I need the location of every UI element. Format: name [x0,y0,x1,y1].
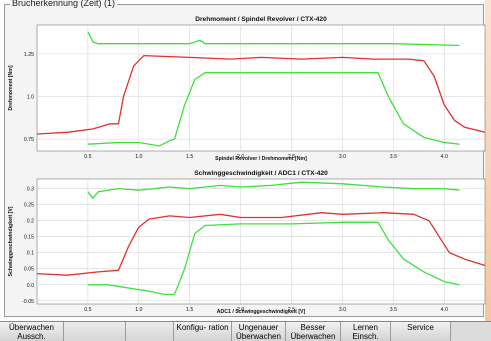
charts-area: Drehmoment / Spindel Revolver / CTX-420 0… [8,16,486,315]
x-tick-label: 2.0 [237,307,244,313]
x-tick-label: 0.5 [84,307,91,313]
x-tick-label: 2.5 [288,307,295,313]
x-tick-label: 4.0 [441,307,448,313]
y-tick-label: 0.0 [27,283,34,289]
tb-empty-2-button[interactable] [126,322,174,341]
series-line-red-1 [36,212,486,276]
x-tick-label: 1.0 [135,154,142,160]
y-tick-label: 0.05 [24,267,34,273]
tb-besser-ueberwachen-button[interactable]: Besser Überwachen [286,322,341,341]
x-tick-label: 2.5 [288,154,295,160]
x-tick-label: 0.5 [84,154,91,160]
series-line-red-1 [36,54,486,135]
series-line-green-3 [87,221,460,296]
tb-empty-1-button[interactable] [64,322,126,341]
chart-title: Schwinggeschwindigkeit / ADC1 / CTX-420 [194,170,328,177]
right-accent-bar [485,0,491,341]
series-line-green-2 [87,181,460,199]
y-tick-label: 0.25 [24,203,34,209]
tb-lernen-einsch-button[interactable]: Lernen Einsch. [341,322,391,341]
x-tick-label: 4.0 [441,154,448,160]
y-tick-label: 0.3 [27,187,34,193]
y-axis-label: Schwinggeschwindigkeit [V] [8,206,14,276]
y-tick-label: 1.25 [24,52,34,58]
x-axis-label: ADC1 / Schwinggeschwindigkeit [V] [217,309,306,315]
y-tick-label: 0.1 [27,251,34,257]
x-tick-label: 2.0 [237,154,244,160]
tb-ueberwachen-aussch-button[interactable]: Überwachen Aussch. [0,322,64,341]
x-axis-label: Spindel Revolver / Drehmoment [Nm] [215,156,307,162]
tb-ungenauer-ueberwachen-button[interactable]: Ungenauer Überwachen [232,322,286,341]
x-tick-label: 1.5 [186,307,193,313]
chart-2: Schwinggeschwindigkeit / ADC1 / CTX-420 0… [8,170,486,315]
softkey-toolbar: Überwachen Aussch. Konfigu- ration Ungenau… [0,321,491,341]
series-line-green-2 [87,31,460,47]
x-tick-label: 1.0 [135,307,142,313]
plot-area [36,24,486,152]
y-axis-label: Drehmoment [Nm] [8,65,14,111]
y-tick-label: 0.75 [24,137,34,143]
chart-title: Drehmoment / Spindel Revolver / CTX-420 [195,16,327,23]
chart-1: Drehmoment / Spindel Revolver / CTX-420 0… [8,16,486,162]
tb-konfiguration-button[interactable]: Konfigu- ration [174,322,232,341]
y-tick-label: 1.0 [27,95,34,101]
x-tick-label: 3.5 [390,307,397,313]
series-line-green-3 [87,72,460,147]
tb-service-button[interactable]: Service [391,322,451,341]
plot-area [36,178,486,305]
x-tick-label: 3.0 [339,154,346,160]
y-tick-label: 0.2 [27,219,34,225]
x-tick-label: 3.5 [390,154,397,160]
x-tick-label: 3.0 [339,307,346,313]
y-tick-label: 0.15 [24,235,34,241]
panel-title: Brucherkennung (Zeit) (1) [10,0,118,8]
y-tick-label: -0.05 [22,299,34,305]
x-tick-label: 1.5 [186,154,193,160]
